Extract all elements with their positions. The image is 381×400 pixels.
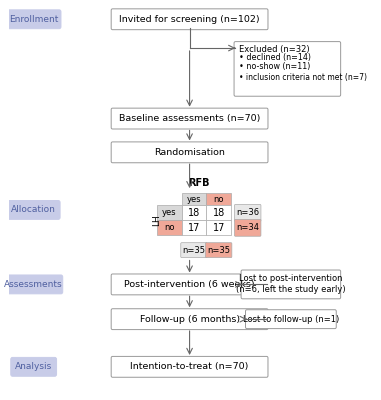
Text: Analysis: Analysis: [15, 362, 52, 371]
Text: Randomisation: Randomisation: [154, 148, 225, 157]
Text: Follow-up (6 months): Follow-up (6 months): [139, 315, 240, 324]
Text: Assessments: Assessments: [4, 280, 63, 289]
FancyBboxPatch shape: [111, 142, 268, 163]
FancyBboxPatch shape: [7, 200, 60, 219]
Text: (n=6, left the study early): (n=6, left the study early): [236, 285, 346, 294]
FancyBboxPatch shape: [11, 357, 56, 376]
FancyBboxPatch shape: [6, 10, 61, 29]
Text: 18: 18: [213, 208, 225, 218]
FancyBboxPatch shape: [111, 309, 268, 330]
FancyBboxPatch shape: [207, 192, 231, 206]
FancyBboxPatch shape: [234, 204, 261, 221]
FancyBboxPatch shape: [111, 356, 268, 377]
Text: yes: yes: [187, 194, 201, 204]
FancyBboxPatch shape: [5, 275, 63, 294]
Text: 18: 18: [188, 208, 200, 218]
Text: RFB: RFB: [187, 178, 209, 188]
FancyBboxPatch shape: [182, 206, 207, 220]
Text: Lost to follow-up (n=1): Lost to follow-up (n=1): [243, 315, 339, 324]
Text: yes: yes: [162, 208, 177, 218]
Text: Lost to post-intervention: Lost to post-intervention: [239, 274, 343, 283]
Text: Excluded (n=32): Excluded (n=32): [239, 44, 309, 54]
Text: Enrollment: Enrollment: [9, 15, 58, 24]
FancyBboxPatch shape: [111, 108, 268, 129]
FancyBboxPatch shape: [205, 243, 232, 258]
FancyBboxPatch shape: [157, 220, 182, 235]
Text: 17: 17: [213, 223, 225, 233]
Text: n=34: n=34: [236, 223, 259, 232]
Text: n=36: n=36: [236, 208, 259, 218]
Text: no: no: [213, 194, 224, 204]
Text: n=35: n=35: [182, 246, 205, 255]
FancyBboxPatch shape: [182, 220, 207, 235]
Text: 17: 17: [188, 223, 200, 233]
FancyBboxPatch shape: [207, 220, 231, 235]
Text: • inclusion criteria not met (n=7): • inclusion criteria not met (n=7): [239, 73, 367, 82]
FancyBboxPatch shape: [234, 219, 261, 236]
Text: n=35: n=35: [207, 246, 230, 255]
Text: Baseline assessments (n=70): Baseline assessments (n=70): [119, 114, 260, 123]
FancyBboxPatch shape: [207, 206, 231, 220]
Text: Intention-to-treat (n=70): Intention-to-treat (n=70): [130, 362, 249, 371]
Text: Allocation: Allocation: [11, 206, 56, 214]
FancyBboxPatch shape: [181, 243, 207, 258]
FancyBboxPatch shape: [111, 9, 268, 30]
FancyBboxPatch shape: [241, 270, 341, 299]
Text: • no-show (n=11): • no-show (n=11): [239, 62, 310, 72]
FancyBboxPatch shape: [245, 310, 336, 329]
Text: LH: LH: [152, 214, 162, 226]
Text: Post-intervention (6 weeks): Post-intervention (6 weeks): [124, 280, 255, 289]
FancyBboxPatch shape: [234, 42, 341, 96]
FancyBboxPatch shape: [111, 274, 268, 295]
Text: • declined (n=14): • declined (n=14): [239, 54, 311, 62]
Text: no: no: [164, 223, 174, 232]
Text: Invited for screening (n=102): Invited for screening (n=102): [119, 15, 260, 24]
FancyBboxPatch shape: [182, 192, 207, 206]
FancyBboxPatch shape: [157, 206, 182, 220]
